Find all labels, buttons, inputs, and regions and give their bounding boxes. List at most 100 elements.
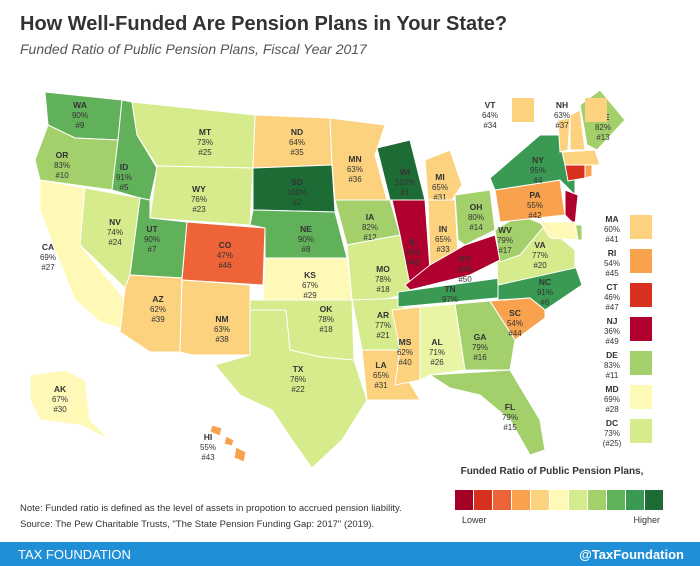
state-pct: 65%: [432, 183, 448, 192]
source: Source: The Pew Charitable Trusts, "The …: [20, 519, 374, 530]
state-abbr: MS: [399, 337, 412, 347]
state-pct: 71%: [429, 348, 445, 357]
state-shape: [361, 349, 421, 401]
state-abbr: NE: [300, 224, 312, 234]
state-rank: #35: [290, 148, 304, 157]
legend-swatch: [474, 490, 492, 510]
state-pct: 79%: [472, 343, 488, 352]
state-pct: 100%: [287, 188, 307, 197]
state-pct: 34%: [457, 265, 473, 274]
state-pct: 103%: [395, 178, 415, 187]
state-rank: #22: [291, 385, 305, 394]
state-pct: 78%: [375, 275, 391, 284]
state-swatch: [630, 385, 652, 409]
legend-swatch: [607, 490, 625, 510]
state-rank: #28: [605, 405, 619, 414]
state-shape: [209, 424, 247, 463]
state-rank: #9: [76, 121, 85, 130]
state-rank: #25: [198, 148, 212, 157]
state-abbr: WI: [400, 167, 410, 177]
legend-swatch: [493, 490, 511, 510]
legend-low: Lower: [462, 515, 487, 525]
state-rank: #27: [41, 263, 55, 272]
state-pct: 90%: [144, 235, 160, 244]
state-abbr: NY: [532, 155, 544, 165]
state-shape: [428, 369, 546, 456]
state-shape: [564, 164, 586, 182]
footer-right: @TaxFoundation: [579, 547, 684, 562]
state-pct: 76%: [290, 375, 306, 384]
state-abbr: OH: [470, 202, 483, 212]
state-shape: [29, 369, 111, 441]
state-rank: #4: [534, 176, 543, 185]
state-rank: #11: [606, 371, 619, 380]
state-abbr: SC: [509, 308, 521, 318]
state-rank: #49: [605, 337, 619, 346]
state-pct: 63%: [554, 111, 570, 120]
state-rank: #37: [555, 121, 569, 130]
state-swatch: [630, 351, 652, 375]
state-rank: #16: [473, 353, 487, 362]
state-pct: 95%: [530, 166, 546, 175]
state-rank: #30: [53, 405, 67, 414]
state-abbr: MO: [376, 264, 390, 274]
state-pct: 91%: [116, 173, 132, 182]
state-shape: [489, 297, 546, 341]
legend-swatch: [512, 490, 530, 510]
state-shape: [584, 164, 593, 179]
state-abbr: NH: [556, 100, 568, 110]
state-abbr: MA: [605, 214, 618, 224]
state-rank: #31: [374, 381, 388, 390]
state-pct: 90%: [298, 235, 314, 244]
state-swatch: [630, 317, 652, 341]
state-rank: #24: [108, 238, 122, 247]
state-pct: 46%: [604, 293, 620, 302]
state-shape: [539, 221, 579, 241]
state-pct: 69%: [604, 395, 620, 404]
state-abbr: AR: [377, 310, 389, 320]
state-pct: 80%: [468, 213, 484, 222]
legend-swatch: [531, 490, 549, 510]
state-pct: 63%: [214, 325, 230, 334]
state-rank: #46: [218, 261, 232, 270]
state-pct: 90%: [72, 111, 88, 120]
state-shape: [424, 149, 463, 201]
state-rank: #10: [55, 171, 69, 180]
state-pct: 64%: [289, 138, 305, 147]
state-abbr: ND: [291, 127, 303, 137]
state-rank: #12: [363, 233, 377, 242]
state-pct: 55%: [200, 443, 216, 452]
state-rank: #26: [430, 358, 444, 367]
state-pct: 62%: [150, 305, 166, 314]
state-pct: 76%: [191, 195, 207, 204]
state-abbr: WV: [498, 225, 512, 235]
state-rank: #6: [541, 298, 550, 307]
state-shape: [214, 309, 368, 469]
states: WA90%#9OR83%#10CA69%#27NV74%#24ID91%#5MT…: [29, 89, 652, 469]
state-swatch: [512, 98, 534, 122]
state-abbr: PA: [529, 190, 540, 200]
state-pct: 47%: [217, 251, 233, 260]
state-pct: 82%: [362, 223, 378, 232]
state-shape: [489, 134, 576, 197]
state-shape: [391, 306, 421, 386]
state-pct: 79%: [502, 413, 518, 422]
state-abbr: RI: [608, 248, 617, 258]
state-rank: #36: [348, 175, 362, 184]
state-abbr: TN: [444, 284, 455, 294]
state-shape: [454, 189, 496, 246]
title: How Well-Funded Are Pension Plans in You…: [20, 13, 507, 35]
state-abbr: NC: [539, 277, 551, 287]
state-abbr: NM: [215, 314, 228, 324]
state-rank: #43: [201, 453, 215, 462]
state-pct: 63%: [347, 165, 363, 174]
state-pct: 74%: [107, 228, 123, 237]
state-abbr: KY: [459, 254, 471, 264]
state-rank: #34: [483, 121, 497, 130]
state-pct: 36%: [604, 327, 620, 336]
state-rank: #50: [458, 275, 472, 284]
legend-swatch: [645, 490, 663, 510]
state-pct: 54%: [604, 259, 620, 268]
state-pct: 77%: [375, 321, 391, 330]
state-abbr: MT: [199, 127, 212, 137]
